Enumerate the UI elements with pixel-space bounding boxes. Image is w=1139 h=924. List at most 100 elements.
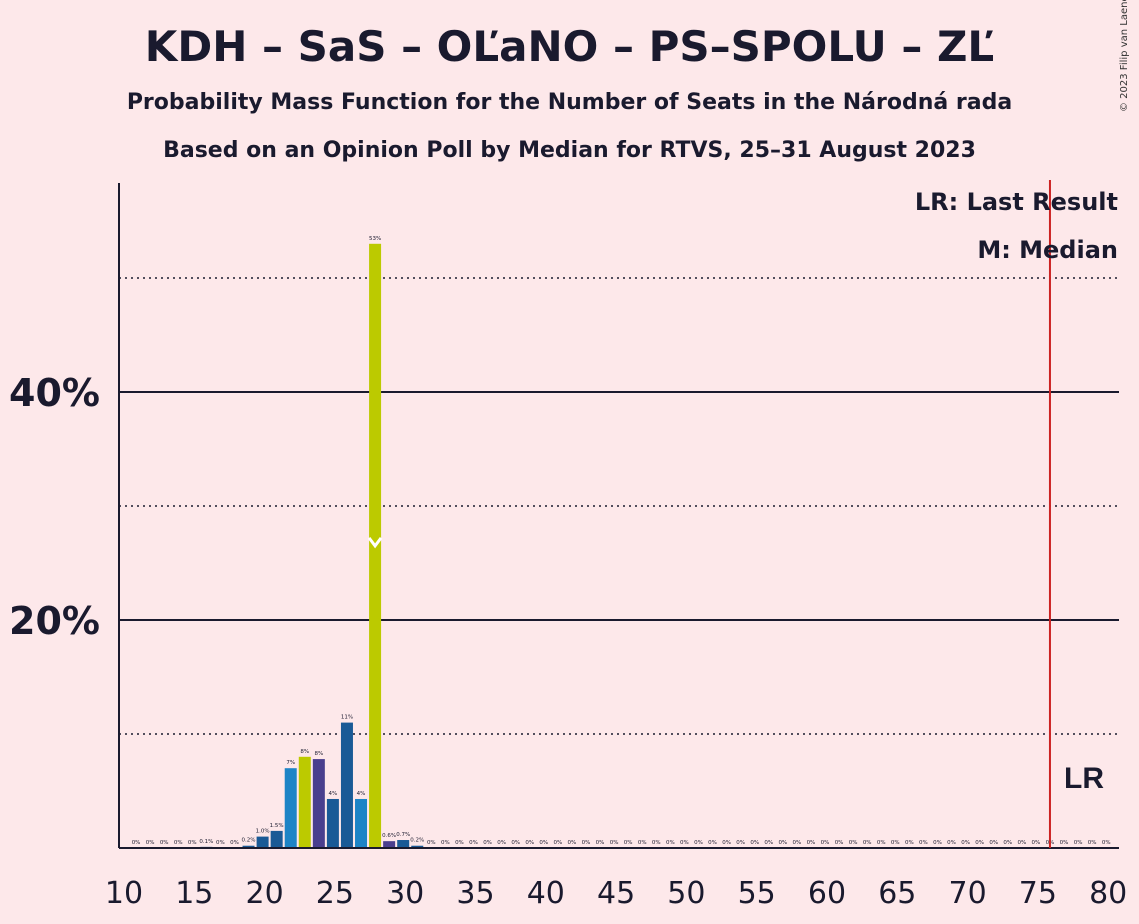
bar-label-seats-56: 0% [764, 840, 773, 846]
chart-subtitle: Probability Mass Function for the Number… [126, 90, 1013, 115]
bar-seats-29 [383, 841, 396, 848]
chart-source: Based on an Opinion Poll by Median for R… [163, 138, 976, 163]
last-result-label: LR [1064, 762, 1104, 795]
bar-label-seats-72: 0% [989, 840, 998, 846]
bar-seats-23 [298, 756, 311, 848]
x-tick-label-25: 25 [316, 876, 354, 911]
bar-label-seats-58: 0% [793, 840, 802, 846]
x-tick-label-65: 65 [878, 876, 916, 911]
x-tick-label-40: 40 [527, 876, 565, 911]
y-tick-label-20: 20% [9, 599, 100, 643]
bar-label-seats-29: 0.6% [382, 833, 396, 839]
bar-label-seats-37: 0% [497, 840, 506, 846]
x-tick-label-30: 30 [386, 876, 424, 911]
bar-label-seats-60: 0% [821, 840, 830, 846]
x-tick-label-35: 35 [456, 876, 494, 911]
bar-seats-19 [242, 845, 255, 848]
bar-label-seats-65: 0% [891, 840, 900, 846]
bar-label-seats-28: 53% [369, 236, 381, 242]
y-tick-labels: 20% 40% [9, 371, 100, 643]
x-tick-label-60: 60 [808, 876, 846, 911]
bar-label-seats-43: 0% [582, 840, 591, 846]
bar-seats-30 [397, 840, 410, 848]
bar-label-seats-63: 0% [863, 840, 872, 846]
bar-label-seats-24: 8% [314, 751, 323, 757]
bar-label-seats-79: 0% [1088, 840, 1097, 846]
bar-label-seats-47: 0% [638, 840, 647, 846]
bar-label-seats-52: 0% [708, 840, 717, 846]
bar-label-seats-51: 0% [694, 840, 703, 846]
x-tick-label-10: 10 [105, 876, 143, 911]
bar-label-seats-21: 1.5% [270, 823, 284, 829]
bar-label-seats-25: 4% [329, 791, 338, 797]
bar-label-seats-78: 0% [1074, 840, 1083, 846]
bar-label-seats-59: 0% [807, 840, 816, 846]
bar-label-seats-42: 0% [568, 840, 577, 846]
bar-labels-group: 0% 0% 0% 0% 0% 0.1% 0% 0% 0.2%1.0%1.5%7%8% 8%4%11… [132, 236, 1111, 846]
x-tick-label-45: 45 [597, 876, 635, 911]
bar-seats-27 [355, 798, 368, 848]
bar-label-seats-14: 0% [174, 840, 183, 846]
bar-label-seats-54: 0% [736, 840, 745, 846]
bar-label-seats-23: 8% [300, 749, 309, 755]
bar-seats-21 [270, 830, 283, 848]
x-tick-label-15: 15 [175, 876, 213, 911]
bar-label-seats-61: 0% [835, 840, 844, 846]
bar-label-seats-15: 0% [188, 840, 197, 846]
y-tick-label-40: 40% [9, 371, 100, 415]
bar-label-seats-30: 0.7% [396, 832, 410, 838]
bar-label-seats-13: 0% [160, 840, 169, 846]
bar-label-seats-68: 0% [933, 840, 942, 846]
bar-label-seats-46: 0% [624, 840, 633, 846]
bar-seats-31 [411, 845, 424, 848]
bar-seats-26 [340, 722, 353, 848]
bar-label-seats-62: 0% [849, 840, 858, 846]
bar-label-seats-39: 0% [525, 840, 534, 846]
bars-group [200, 243, 424, 849]
axes [118, 183, 1119, 849]
bar-label-seats-40: 0% [539, 840, 548, 846]
bar-label-seats-77: 0% [1060, 840, 1069, 846]
bar-label-seats-17: 0% [216, 840, 225, 846]
bar-label-seats-57: 0% [778, 840, 787, 846]
x-tick-label-50: 50 [667, 876, 705, 911]
x-tick-labels: 10 15 20 25 30 35 40 45 50 55 60 65 70 75 80 [105, 876, 1127, 911]
bar-label-seats-66: 0% [905, 840, 914, 846]
x-tick-label-70: 70 [949, 876, 987, 911]
bar-label-seats-64: 0% [877, 840, 886, 846]
bar-label-seats-31: 0.2% [410, 838, 424, 844]
legend-median: M: Median [977, 236, 1118, 264]
bar-label-seats-74: 0% [1017, 840, 1026, 846]
bar-label-seats-38: 0% [511, 840, 520, 846]
bar-label-seats-26: 11% [341, 715, 353, 721]
bar-label-seats-19: 0.2% [242, 838, 256, 844]
bar-label-seats-48: 0% [652, 840, 661, 846]
bar-label-seats-49: 0% [666, 840, 675, 846]
x-tick-label-75: 75 [1019, 876, 1057, 911]
bar-label-seats-69: 0% [947, 840, 956, 846]
bar-label-seats-70: 0% [961, 840, 970, 846]
bar-label-seats-12: 0% [146, 840, 155, 846]
bar-label-seats-67: 0% [919, 840, 928, 846]
bar-seats-22 [284, 768, 297, 848]
bar-label-seats-32: 0% [427, 840, 436, 846]
bar-label-seats-18: 0% [230, 840, 239, 846]
bar-label-seats-44: 0% [596, 840, 605, 846]
bar-label-seats-36: 0% [483, 840, 492, 846]
bar-label-seats-27: 4% [357, 791, 366, 797]
x-tick-label-20: 20 [246, 876, 284, 911]
median-marker [367, 537, 383, 549]
bar-label-seats-50: 0% [680, 840, 689, 846]
bar-seats-20 [256, 836, 269, 848]
bar-label-seats-75: 0% [1032, 840, 1041, 846]
bar-label-seats-41: 0% [553, 840, 562, 846]
bar-label-seats-45: 0% [610, 840, 619, 846]
x-tick-label-80: 80 [1089, 876, 1127, 911]
bar-label-seats-71: 0% [975, 840, 984, 846]
gridlines [119, 277, 1119, 735]
bar-seats-25 [326, 798, 339, 848]
bar-label-seats-20: 1.0% [256, 829, 270, 835]
bar-label-seats-80: 0% [1102, 840, 1111, 846]
bar-label-seats-53: 0% [722, 840, 731, 846]
